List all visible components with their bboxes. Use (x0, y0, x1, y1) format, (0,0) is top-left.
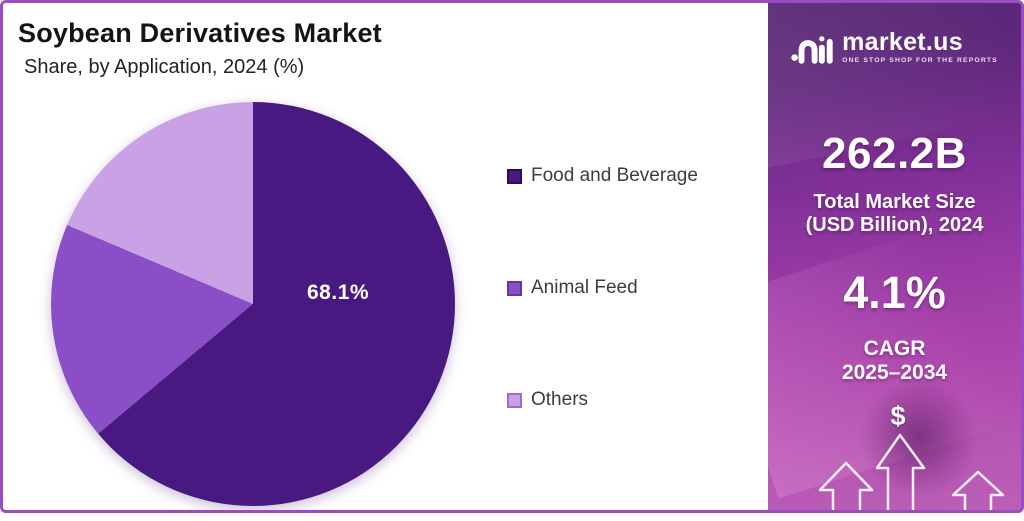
market-size-label: Total Market Size (USD Billion), 2024 (768, 191, 1021, 237)
legend-label: Others (531, 389, 589, 410)
cagr-label-line1: CAGR (863, 337, 926, 360)
market-size-label-line2: (USD Billion), 2024 (805, 214, 984, 236)
market-size-label-line1: Total Market Size (813, 191, 976, 213)
brand-header: market.us ONE STOP SHOP FOR THE REPORTS (768, 29, 1021, 67)
cagr-label: CAGR 2025–2034 (768, 337, 1021, 385)
pie-slice-label: 68.1% (307, 281, 370, 304)
chart-subtitle: Share, by Application, 2024 (%) (24, 56, 305, 78)
brand-tagline: ONE STOP SHOP FOR THE REPORTS (842, 57, 998, 64)
market-us-logo-icon (791, 36, 833, 64)
brand-name: market.us (842, 28, 963, 56)
cagr-label-line2: 2025–2034 (841, 361, 948, 384)
legend-item-food-and-beverage: Food and Beverage (507, 165, 698, 187)
legend-item-others: Others (507, 389, 698, 411)
legend-label: Animal Feed (531, 277, 638, 298)
legend-item-animal-feed: Animal Feed (507, 277, 698, 299)
dollar-icon: $ (890, 401, 906, 431)
brand-text: market.us ONE STOP SHOP FOR THE REPORTS (842, 29, 998, 64)
pie-chart: 68.1% (51, 102, 455, 506)
chart-legend: Food and Beverage Animal Feed Others (507, 165, 698, 411)
market-size-value: 262.2B (822, 129, 967, 178)
growth-arrows-icon (818, 433, 1005, 510)
chart-panel: Soybean Derivatives Market Share, by App… (3, 3, 768, 510)
brand-sidebar: market.us ONE STOP SHOP FOR THE REPORTS … (768, 3, 1021, 510)
legend-swatch-animal-feed (507, 280, 522, 296)
cagr-value: 4.1% (843, 267, 946, 318)
legend-label: Food and Beverage (531, 165, 698, 186)
legend-swatch-others (507, 392, 522, 408)
legend-swatch-food-and-beverage (507, 168, 522, 184)
sidebar-photo-overlay (856, 381, 982, 495)
page-title: Soybean Derivatives Market (18, 18, 382, 48)
